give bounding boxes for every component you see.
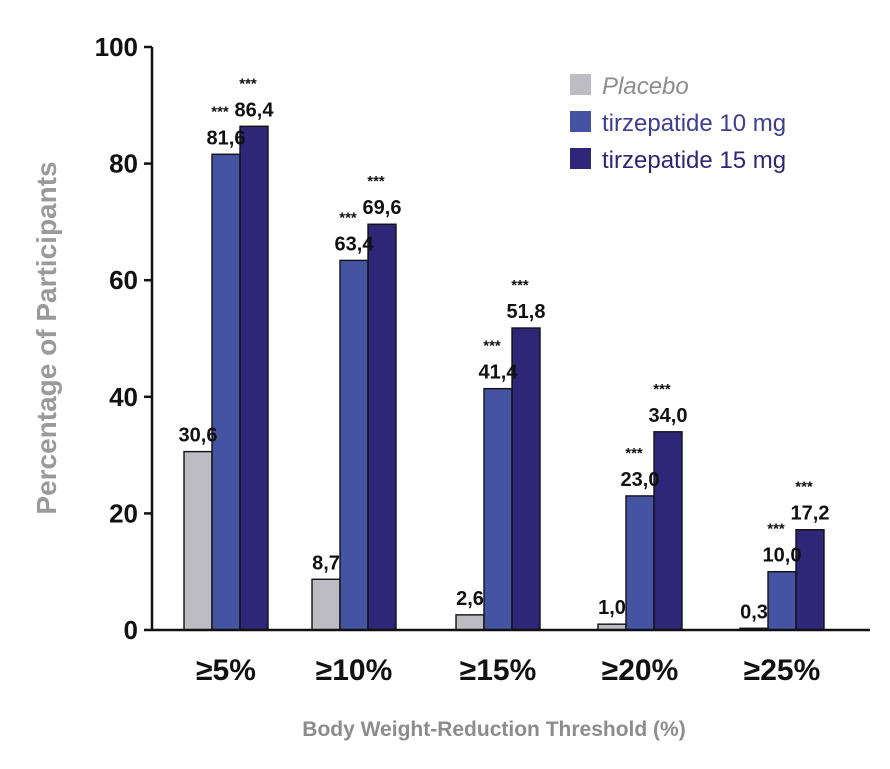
bar-3-1 — [239, 125, 269, 631]
axes-layer: 0 20 40 60 80 100 — [95, 32, 870, 645]
value-label: 81,6 — [207, 127, 246, 149]
legend-swatch — [570, 74, 591, 95]
category-label: ≥20% — [602, 654, 679, 687]
y-tick-label: 20 — [109, 498, 138, 528]
legend-swatch — [570, 111, 591, 132]
value-label: 69,6 — [363, 197, 402, 219]
significance-mark: *** — [795, 479, 813, 496]
value-label: 41,4 — [479, 362, 519, 384]
bar-2-1 — [211, 153, 241, 631]
labels-layer: 30,6 81,6 *** 86,4 *** ≥5% 8,7 63,4 *** 69,6 *** ≥1… — [179, 75, 830, 687]
bar-2-5 — [767, 571, 797, 631]
category-label: ≥15% — [460, 654, 537, 687]
category-label: ≥5% — [196, 654, 256, 687]
y-tick-label: 80 — [109, 149, 138, 179]
significance-mark: *** — [211, 103, 229, 120]
bar-2-2 — [339, 259, 369, 631]
category-label: ≥25% — [744, 654, 821, 687]
significance-mark: *** — [625, 445, 643, 462]
bar-2-4 — [625, 495, 655, 631]
significance-mark: *** — [653, 381, 671, 398]
value-label: 23,0 — [621, 469, 660, 491]
value-label: 51,8 — [507, 301, 546, 323]
value-label: 2,6 — [456, 588, 484, 610]
value-label: 8,7 — [312, 552, 340, 574]
legend-label: Placebo — [602, 73, 689, 100]
bar-3-5 — [795, 529, 825, 631]
y-tick-label: 60 — [109, 265, 138, 295]
y-tick-label: 100 — [95, 32, 138, 62]
legend-label: tirzepatide 10 mg — [602, 110, 786, 137]
value-label: 34,0 — [649, 405, 688, 427]
legend: Placebo tirzepatide 10 mg tirzepatide 15 m… — [570, 73, 786, 174]
value-label: 0,3 — [740, 601, 768, 623]
value-label: 30,6 — [179, 425, 218, 447]
category-label: ≥10% — [316, 654, 393, 687]
significance-mark: *** — [767, 521, 785, 538]
legend-swatch — [570, 148, 591, 169]
y-axis-title: Percentage of Participants — [31, 161, 62, 514]
bar-3-4 — [653, 431, 683, 631]
bar-1-2 — [311, 578, 341, 631]
significance-mark: *** — [339, 209, 357, 226]
significance-mark: *** — [511, 277, 529, 294]
bar-2-3 — [483, 387, 513, 631]
value-label: 10,0 — [763, 545, 802, 567]
y-tick-label: 0 — [124, 615, 138, 645]
significance-mark: *** — [483, 338, 501, 355]
bar-1-3 — [455, 614, 485, 631]
value-label: 63,4 — [335, 233, 375, 255]
value-label: 1,0 — [598, 597, 626, 619]
bar-3-3 — [511, 327, 541, 631]
bar-1-1 — [183, 450, 213, 631]
legend-label: tirzepatide 15 mg — [602, 147, 786, 174]
bar-3-2 — [367, 223, 397, 631]
y-tick-label: 40 — [109, 382, 138, 412]
value-label: 86,4 — [235, 99, 275, 121]
significance-mark: *** — [239, 75, 257, 92]
x-axis-title: Body Weight-Reduction Threshold (%) — [302, 718, 685, 741]
significance-mark: *** — [367, 173, 385, 190]
value-label: 17,2 — [791, 503, 830, 525]
bars-layer — [183, 125, 825, 631]
